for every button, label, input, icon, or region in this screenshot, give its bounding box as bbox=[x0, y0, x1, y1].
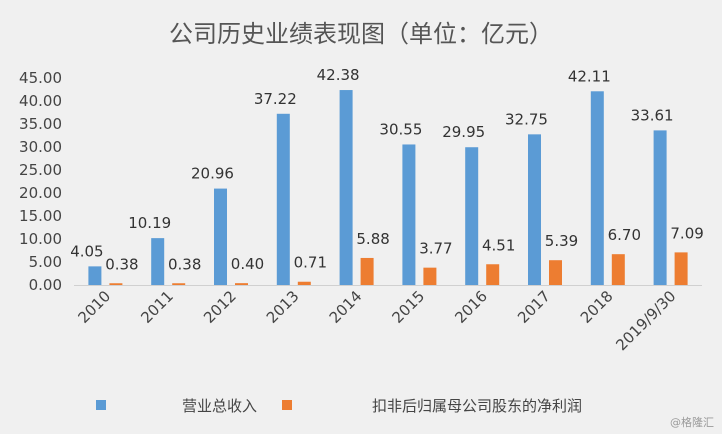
bar-net-profit bbox=[549, 260, 562, 285]
x-tick-label: 2014 bbox=[326, 287, 366, 327]
x-tick-label: 2010 bbox=[74, 287, 114, 327]
data-label-revenue: 10.19 bbox=[128, 214, 171, 232]
y-tick-label: 35.00 bbox=[19, 115, 62, 133]
data-label-net-profit: 0.38 bbox=[105, 255, 138, 273]
bar-net-profit bbox=[297, 281, 311, 285]
y-tick-label: 25.00 bbox=[19, 161, 62, 179]
bar-revenue bbox=[528, 134, 541, 285]
bar-revenue bbox=[214, 188, 227, 285]
chart-title: 公司历史业绩表现图（单位：亿元） bbox=[169, 20, 553, 48]
data-label-revenue: 33.61 bbox=[631, 106, 674, 124]
x-tick-label: 2019/9/30 bbox=[612, 287, 679, 354]
y-tick-label: 30.00 bbox=[19, 138, 62, 156]
bar-revenue bbox=[590, 91, 604, 285]
y-tick-label: 15.00 bbox=[19, 207, 62, 225]
bar-revenue bbox=[402, 144, 416, 285]
data-label-net-profit: 0.40 bbox=[231, 255, 264, 273]
bar-net-profit bbox=[360, 257, 374, 285]
data-label-net-profit: 0.38 bbox=[168, 255, 201, 273]
data-label-net-profit: 4.51 bbox=[482, 236, 515, 254]
data-label-net-profit: 0.71 bbox=[294, 254, 327, 272]
x-tick-label: 2013 bbox=[263, 287, 303, 327]
legend-swatch-net-profit bbox=[282, 400, 292, 410]
legend-label-revenue: 营业总收入 bbox=[182, 396, 258, 415]
data-label-revenue: 32.75 bbox=[505, 110, 548, 128]
data-label-revenue: 42.38 bbox=[317, 66, 360, 84]
x-tick-label: 2015 bbox=[388, 287, 428, 327]
data-label-revenue: 4.05 bbox=[70, 242, 103, 260]
y-tick-label: 45.00 bbox=[19, 69, 62, 87]
legend-item-net-profit: 扣非后归属母公司股东的净利润 bbox=[282, 394, 582, 416]
x-tick-label: 2016 bbox=[451, 287, 491, 327]
y-tick-label: 10.00 bbox=[19, 230, 62, 248]
bar-revenue bbox=[465, 147, 479, 285]
bar-net-profit bbox=[611, 254, 625, 285]
data-label-net-profit: 5.39 bbox=[545, 232, 578, 250]
x-tick-label: 2011 bbox=[137, 287, 177, 327]
x-tick-label: 2012 bbox=[200, 287, 240, 327]
data-label-revenue: 42.11 bbox=[568, 67, 611, 85]
y-tick-label: 20.00 bbox=[19, 184, 62, 202]
bar-revenue bbox=[151, 238, 165, 285]
bar-net-profit bbox=[486, 264, 500, 285]
data-label-net-profit: 7.09 bbox=[670, 224, 703, 242]
x-tick-label: 2017 bbox=[514, 287, 554, 327]
y-tick-label: 5.00 bbox=[29, 253, 62, 271]
data-label-net-profit: 6.70 bbox=[608, 226, 641, 244]
y-tick-label: 0.00 bbox=[29, 276, 62, 294]
watermark: @格隆汇 bbox=[670, 416, 714, 429]
data-label-revenue: 29.95 bbox=[442, 123, 485, 141]
data-label-revenue: 20.96 bbox=[191, 165, 234, 183]
bar-revenue bbox=[276, 113, 290, 286]
data-label-net-profit: 5.88 bbox=[356, 230, 389, 248]
bar-revenue bbox=[653, 130, 667, 285]
bar-net-profit bbox=[109, 283, 123, 285]
bar-revenue bbox=[88, 266, 102, 285]
bar-revenue bbox=[339, 90, 353, 285]
legend-label-net-profit: 扣非后归属母公司股东的净利润 bbox=[372, 396, 583, 415]
data-label-revenue: 30.55 bbox=[379, 120, 422, 138]
data-label-revenue: 37.22 bbox=[254, 90, 297, 108]
bar-net-profit bbox=[235, 283, 248, 285]
bar-net-profit bbox=[423, 267, 437, 285]
bar-net-profit bbox=[674, 252, 688, 285]
y-tick-label: 40.00 bbox=[19, 92, 62, 110]
legend-swatch-revenue bbox=[96, 400, 106, 410]
bar-net-profit bbox=[172, 283, 186, 285]
legend-item-revenue: 营业总收入 bbox=[96, 394, 257, 416]
x-tick-label: 2018 bbox=[577, 287, 617, 327]
data-label-net-profit: 3.77 bbox=[419, 240, 452, 258]
